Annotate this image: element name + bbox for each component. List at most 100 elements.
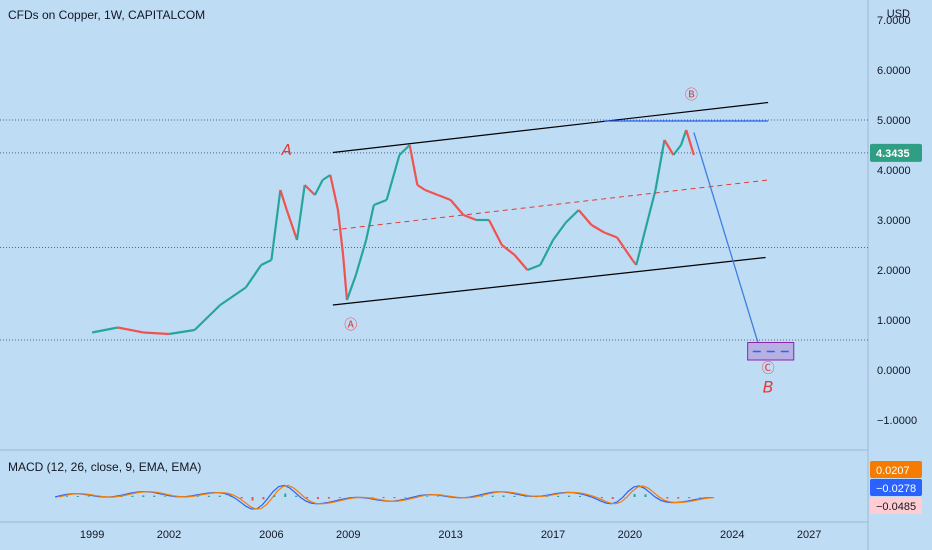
histogram-bar — [207, 495, 210, 497]
price-segment — [680, 129, 688, 146]
histogram-bar — [644, 494, 647, 497]
histogram-bar — [415, 496, 418, 498]
histogram-bar — [448, 496, 450, 498]
channel-mid-line — [332, 179, 769, 231]
price-segment — [488, 219, 503, 246]
histogram-bar — [710, 497, 712, 498]
histogram-bar — [458, 497, 461, 498]
price-segment — [279, 189, 288, 211]
histogram-bar — [153, 495, 156, 497]
price-segment — [437, 193, 452, 202]
histogram-bar — [87, 496, 90, 497]
price-segment — [219, 286, 247, 306]
price-segment — [416, 184, 426, 191]
price-segment — [654, 139, 666, 191]
time-tick-label: 2024 — [720, 529, 744, 541]
price-tick-label: 2.0000 — [877, 265, 911, 277]
price-segment — [577, 209, 593, 226]
price-tick-label: −1.0000 — [877, 415, 917, 427]
histogram-bar — [382, 497, 385, 499]
histogram-bar — [677, 497, 680, 499]
price-segment — [373, 198, 388, 207]
histogram-bar — [480, 496, 483, 497]
last-price-value: 4.3435 — [876, 148, 910, 160]
price-segment — [424, 188, 439, 197]
price-segment — [408, 144, 419, 186]
histogram-bar — [360, 497, 363, 498]
histogram-bar — [175, 496, 178, 498]
histogram-bar — [513, 495, 516, 497]
histogram-bar — [426, 496, 429, 497]
signal-line — [58, 484, 715, 510]
price-segment — [270, 189, 282, 261]
price-segment — [616, 236, 634, 261]
histogram-bar — [338, 497, 341, 498]
price-segment — [603, 231, 618, 239]
currency-label[interactable]: USD — [886, 8, 910, 20]
wave-label-circled-C: Ⓒ — [762, 362, 775, 377]
price-segment — [539, 239, 555, 266]
symbol-title[interactable]: CFDs on Copper, 1W, CAPITALCOM — [8, 8, 206, 22]
histogram-bar — [262, 497, 265, 500]
last-price-badge — [870, 143, 922, 162]
channel-lower-line — [332, 256, 766, 306]
time-tick-label: 1999 — [80, 529, 104, 541]
price-segment — [590, 224, 605, 234]
histogram-bar — [218, 495, 221, 497]
price-segment — [143, 331, 170, 336]
histogram-bar — [655, 497, 658, 498]
time-tick-label: 2002 — [157, 529, 181, 541]
histogram-bar — [164, 496, 167, 497]
macd-value-label: −0.0485 — [876, 501, 916, 513]
price-tick-label: 7.0000 — [877, 15, 911, 27]
price-segment — [644, 189, 657, 231]
histogram-bar — [55, 497, 57, 498]
price-segment — [663, 139, 675, 156]
macd-value-label: −0.0278 — [876, 483, 916, 495]
price-segment — [285, 209, 299, 241]
histogram-bar — [196, 496, 199, 497]
histogram-bar — [579, 495, 581, 497]
histogram-bar — [524, 496, 527, 498]
time-tick-label: 2009 — [336, 529, 360, 541]
histogram-bar — [469, 497, 472, 498]
price-segment — [303, 184, 316, 196]
histogram-bar — [284, 493, 287, 497]
macd-value-badge — [870, 479, 922, 496]
histogram-bar — [229, 496, 232, 497]
histogram-bar — [393, 497, 396, 499]
price-segment — [322, 174, 331, 181]
histogram-bar — [317, 497, 319, 500]
price-tick-label: 6.0000 — [877, 65, 911, 77]
histogram-bar — [622, 497, 625, 498]
histogram-bar — [131, 495, 134, 497]
histogram-bar — [186, 496, 188, 498]
histogram-bar — [349, 497, 352, 498]
histogram-bar — [306, 497, 309, 499]
histogram-bar — [557, 495, 560, 497]
histogram-bar — [404, 497, 407, 498]
macd-label[interactable]: MACD (12, 26, close, 9, EMA, EMA) — [8, 460, 202, 474]
series-layer — [91, 129, 695, 336]
histogram-bar — [600, 497, 603, 499]
histogram-bar — [98, 496, 101, 498]
histogram-bar — [109, 497, 112, 498]
wave-label-B: B — [763, 378, 774, 397]
histogram-bar — [251, 497, 254, 501]
histogram-bar — [371, 497, 374, 498]
annotation-layer: A Ⓐ Ⓑ ⒸB — [281, 88, 775, 397]
histogram-bar — [295, 495, 298, 497]
histogram-bar — [120, 496, 123, 498]
time-tick-label: 2006 — [259, 529, 283, 541]
histogram-bar — [76, 496, 79, 497]
price-tick-label: 1.0000 — [877, 315, 911, 327]
histogram-bar — [633, 494, 636, 497]
macd-value-badge — [870, 461, 922, 478]
price-segment — [260, 259, 272, 266]
price-segment — [513, 254, 529, 271]
price-segment — [552, 221, 567, 241]
time-tick-label: 2017 — [541, 529, 565, 541]
histogram-bar — [546, 496, 549, 498]
price-segment — [295, 184, 306, 241]
